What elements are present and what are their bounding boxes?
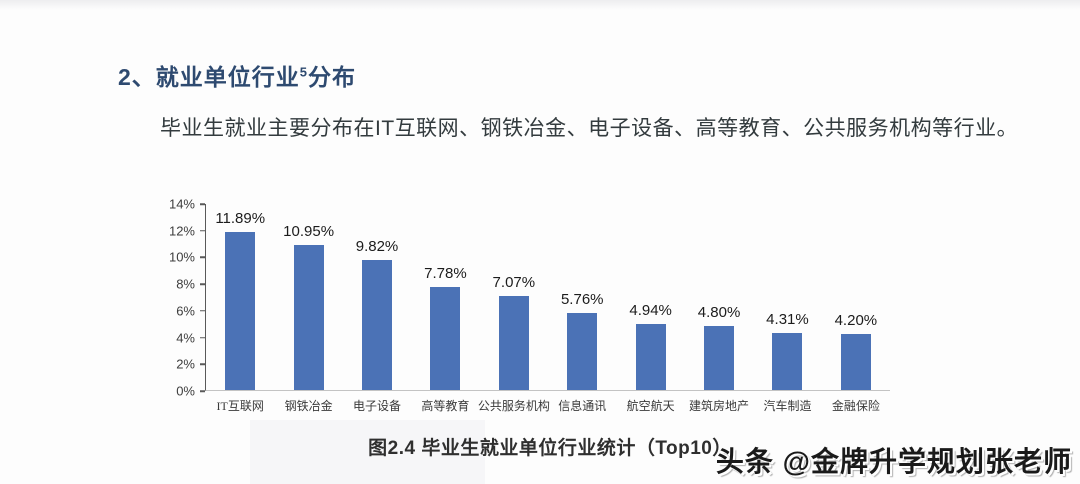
bar [704, 326, 735, 390]
bar-value-label: 5.76% [560, 291, 604, 309]
bar-value-label: 4.20% [834, 312, 878, 330]
y-axis-tick-mark [200, 310, 205, 312]
x-axis-label: 钢铁冶金 [284, 399, 333, 413]
y-axis-tick-mark [200, 336, 205, 339]
x-axis-label: 建筑房地产 [689, 399, 750, 413]
y-axis-tick-mark [200, 229, 205, 232]
y-axis-tick-label: 8% [176, 276, 195, 292]
y-axis-tick-mark [200, 363, 205, 366]
bar-value-label: 9.82% [355, 237, 399, 255]
bar-column: 4.20% 金融保险 [822, 204, 890, 413]
y-axis-tick-label: 14% [168, 196, 195, 212]
bar-column: 4.31% 汽车制造 [753, 204, 821, 413]
watermark: 头条 @金牌升学规划张老师 [715, 446, 1072, 477]
bar [430, 286, 461, 390]
bar-value-label: 11.89% [215, 210, 266, 228]
x-axis-label: 高等教育 [421, 399, 470, 413]
x-axis-label: IT互联网 [216, 399, 264, 413]
bar [567, 313, 598, 390]
bar [635, 324, 666, 390]
x-axis-label: 信息通讯 [558, 399, 607, 413]
y-axis-tick-label: 2% [176, 356, 195, 372]
bar [362, 259, 393, 390]
bar [840, 334, 871, 390]
bar-value-label: 7.07% [492, 274, 536, 292]
bar-column: 7.78% 高等教育 [411, 204, 479, 413]
bar-column: 5.76% 信息通讯 [548, 204, 616, 413]
bar [772, 332, 803, 390]
chart-y-axis: 14% 12% 10% 8% 6% 4% 2% 0% [165, 197, 205, 399]
bar-column: 7.07% 公共服务机构 [478, 204, 550, 413]
bar-value-label: 4.94% [629, 302, 672, 320]
bar-value-label: 10.95% [283, 222, 335, 240]
y-axis-tick-mark [200, 390, 205, 392]
background-artifact [250, 420, 485, 484]
bar-value-label: 4.80% [697, 304, 741, 322]
chart-caption: 图2.4 毕业生就业单位行业统计（Top10） [368, 438, 732, 459]
y-axis-tick-label: 6% [176, 303, 195, 319]
bar [498, 296, 529, 390]
section-heading-suffix: 分布 [308, 64, 357, 90]
bar-value-label: 7.78% [424, 264, 467, 282]
y-axis-tick-mark [200, 283, 205, 285]
bar-column: 9.82% 电子设备 [343, 204, 411, 413]
y-axis-tick-mark [200, 256, 205, 259]
x-axis-label: 电子设备 [353, 399, 402, 413]
y-axis-tick-label: 4% [176, 330, 195, 346]
x-axis-label: 汽车制造 [763, 399, 812, 413]
bar-column: 4.80% 建筑房地产 [685, 204, 753, 413]
x-axis-label: 航空航天 [626, 399, 675, 413]
y-axis-tick-mark [200, 203, 205, 205]
x-axis-label: 公共服务机构 [477, 399, 550, 413]
footnote-marker: 5 [299, 64, 309, 80]
y-axis-tick-label: 0% [176, 383, 195, 399]
bar [225, 232, 256, 390]
chart-plot: 11.89% IT互联网 10.95% 钢铁冶金 9.82% 电子设备 7.78% 高等教育 7… [205, 204, 890, 413]
section-heading: 2、就业单位行业5分布 [118, 58, 356, 92]
page-top-band [0, 0, 1080, 10]
bar-value-label: 4.31% [766, 310, 809, 328]
bar-chart: 14% 12% 10% 8% 6% 4% 2% 0% 11.89% IT互联网 10.95% 钢铁冶… [165, 192, 910, 424]
x-axis-label: 金融保险 [831, 399, 880, 413]
bar-column: 11.89% IT互联网 [206, 204, 274, 413]
bar [293, 244, 324, 390]
y-axis-tick-label: 10% [168, 249, 195, 265]
y-axis-tick-label: 12% [168, 223, 195, 239]
bar-column: 10.95% 钢铁冶金 [274, 204, 342, 413]
bar-column: 4.94% 航空航天 [616, 204, 684, 413]
summary-paragraph: 毕业生就业主要分布在IT互联网、钢铁冶金、电子设备、高等教育、公共服务机构等行业… [160, 117, 1019, 140]
section-heading-text: 2、就业单位行业 [118, 64, 300, 90]
